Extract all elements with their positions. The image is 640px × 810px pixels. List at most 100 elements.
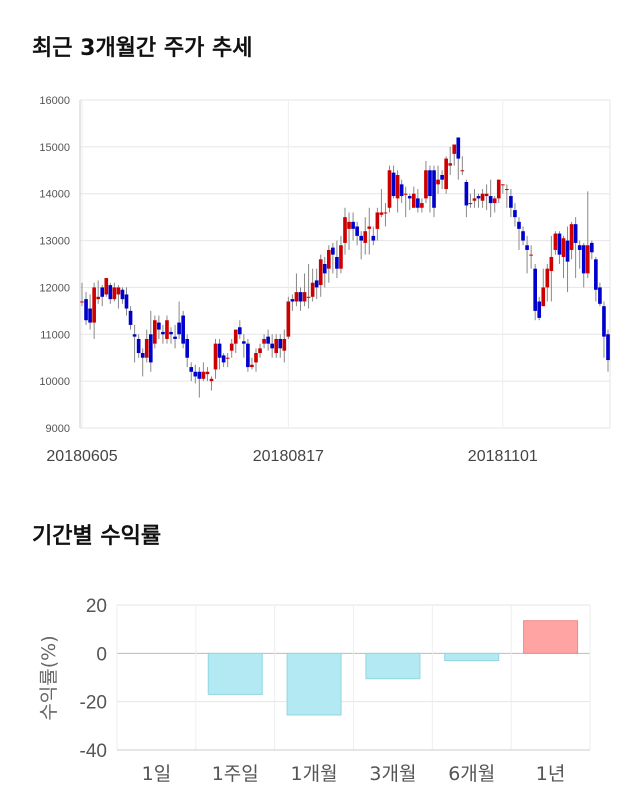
candle-body [375, 212, 380, 229]
candle-body [335, 256, 339, 269]
candle-body [96, 296, 101, 300]
candle-body [88, 308, 92, 323]
candle-body [258, 348, 262, 354]
candle-body [339, 245, 343, 269]
candle-body [557, 233, 562, 255]
candle-body [484, 193, 489, 197]
candle-body [306, 296, 311, 298]
price-candlestick-chart: 16000 15000 14000 13000 12000 11000 10000 9000 2… [39, 95, 611, 465]
candle-body [488, 196, 493, 204]
candle-body [254, 353, 258, 363]
candle-body [169, 331, 173, 335]
candle-body [573, 224, 578, 243]
candle-body [403, 193, 408, 195]
candle-body [262, 338, 266, 344]
candle-body [246, 343, 250, 368]
candle-body [205, 371, 210, 375]
candle-body [213, 343, 218, 370]
candle-body [298, 292, 303, 302]
candle-body [209, 378, 214, 382]
candle-body [80, 301, 84, 303]
y-tick-label: 0 [96, 644, 107, 665]
candle-body [282, 338, 287, 351]
candle-body [513, 210, 517, 218]
candle-body [387, 170, 392, 208]
y-tick-label: 14000 [39, 189, 70, 201]
candle-body [217, 343, 222, 358]
candle-body [363, 231, 368, 243]
x-category-label: 1주일 [212, 763, 259, 785]
candle-body [355, 226, 359, 236]
candle-body [128, 310, 133, 325]
candle-body [379, 212, 384, 215]
x-tick-label: 20181101 [468, 448, 538, 465]
candle-body [416, 198, 420, 208]
candle-body [606, 334, 610, 361]
x-category-label: 1년 [536, 763, 566, 785]
candle-body [314, 280, 319, 288]
candle-body [270, 343, 274, 349]
candle-body [359, 235, 364, 241]
candle-body [326, 249, 331, 269]
candle-body [322, 264, 327, 274]
y-tick-label: 11000 [40, 329, 70, 341]
candle-body [92, 287, 96, 323]
candle-body [233, 329, 238, 344]
candle-body [448, 163, 453, 166]
y-tick-label: 13000 [39, 236, 70, 248]
candle-body [112, 287, 117, 300]
candle-body [331, 247, 335, 255]
candle-body [391, 172, 396, 197]
candle-body [436, 179, 440, 185]
y-tick-label: 9000 [46, 423, 70, 435]
y-tick-label: 12000 [39, 282, 70, 294]
candle-body [347, 221, 351, 229]
candle-body [432, 170, 436, 208]
candle-body [157, 322, 161, 330]
y-tick-label: 10000 [39, 376, 70, 388]
return-bar [523, 620, 579, 654]
candle-body [225, 357, 230, 359]
x-category-label: 6개월 [448, 763, 495, 785]
candle-body [266, 336, 270, 344]
candle-body [310, 282, 315, 297]
candle-body [100, 287, 105, 297]
candle-body [148, 334, 153, 363]
candle-body [104, 278, 109, 295]
candle-body [585, 245, 590, 274]
candle-body [561, 238, 566, 257]
y-tick-label: 15000 [39, 142, 70, 154]
candle-body [165, 320, 169, 339]
candle-body [153, 320, 157, 344]
candle-body [440, 174, 444, 180]
candle-body [521, 231, 525, 241]
candle-body [116, 287, 121, 295]
candle-body [492, 198, 497, 204]
candle-body [132, 334, 137, 337]
candle-body [108, 285, 113, 300]
candle-body [553, 233, 558, 250]
candle-body [237, 327, 242, 335]
return-bar [365, 652, 421, 680]
candle-body [424, 170, 428, 199]
candle-body [505, 189, 509, 191]
candle-body [533, 268, 537, 311]
candle-body [411, 193, 416, 208]
candle-body [161, 331, 165, 335]
candle-body [343, 217, 347, 243]
x-category-label: 1일 [142, 763, 172, 785]
candle-body [407, 196, 412, 199]
candle-body [290, 299, 295, 302]
y-tick-label: 20 [86, 596, 107, 617]
candle-body [399, 184, 404, 197]
candle-body [351, 221, 355, 229]
candle-body [173, 336, 177, 339]
candle-body [577, 245, 582, 250]
candle-body [302, 292, 307, 302]
x-tick-label: 20180605 [46, 448, 117, 465]
candle-body [229, 343, 234, 351]
candle-body [136, 338, 141, 354]
candle-body [140, 353, 145, 358]
candle-body [278, 338, 283, 349]
